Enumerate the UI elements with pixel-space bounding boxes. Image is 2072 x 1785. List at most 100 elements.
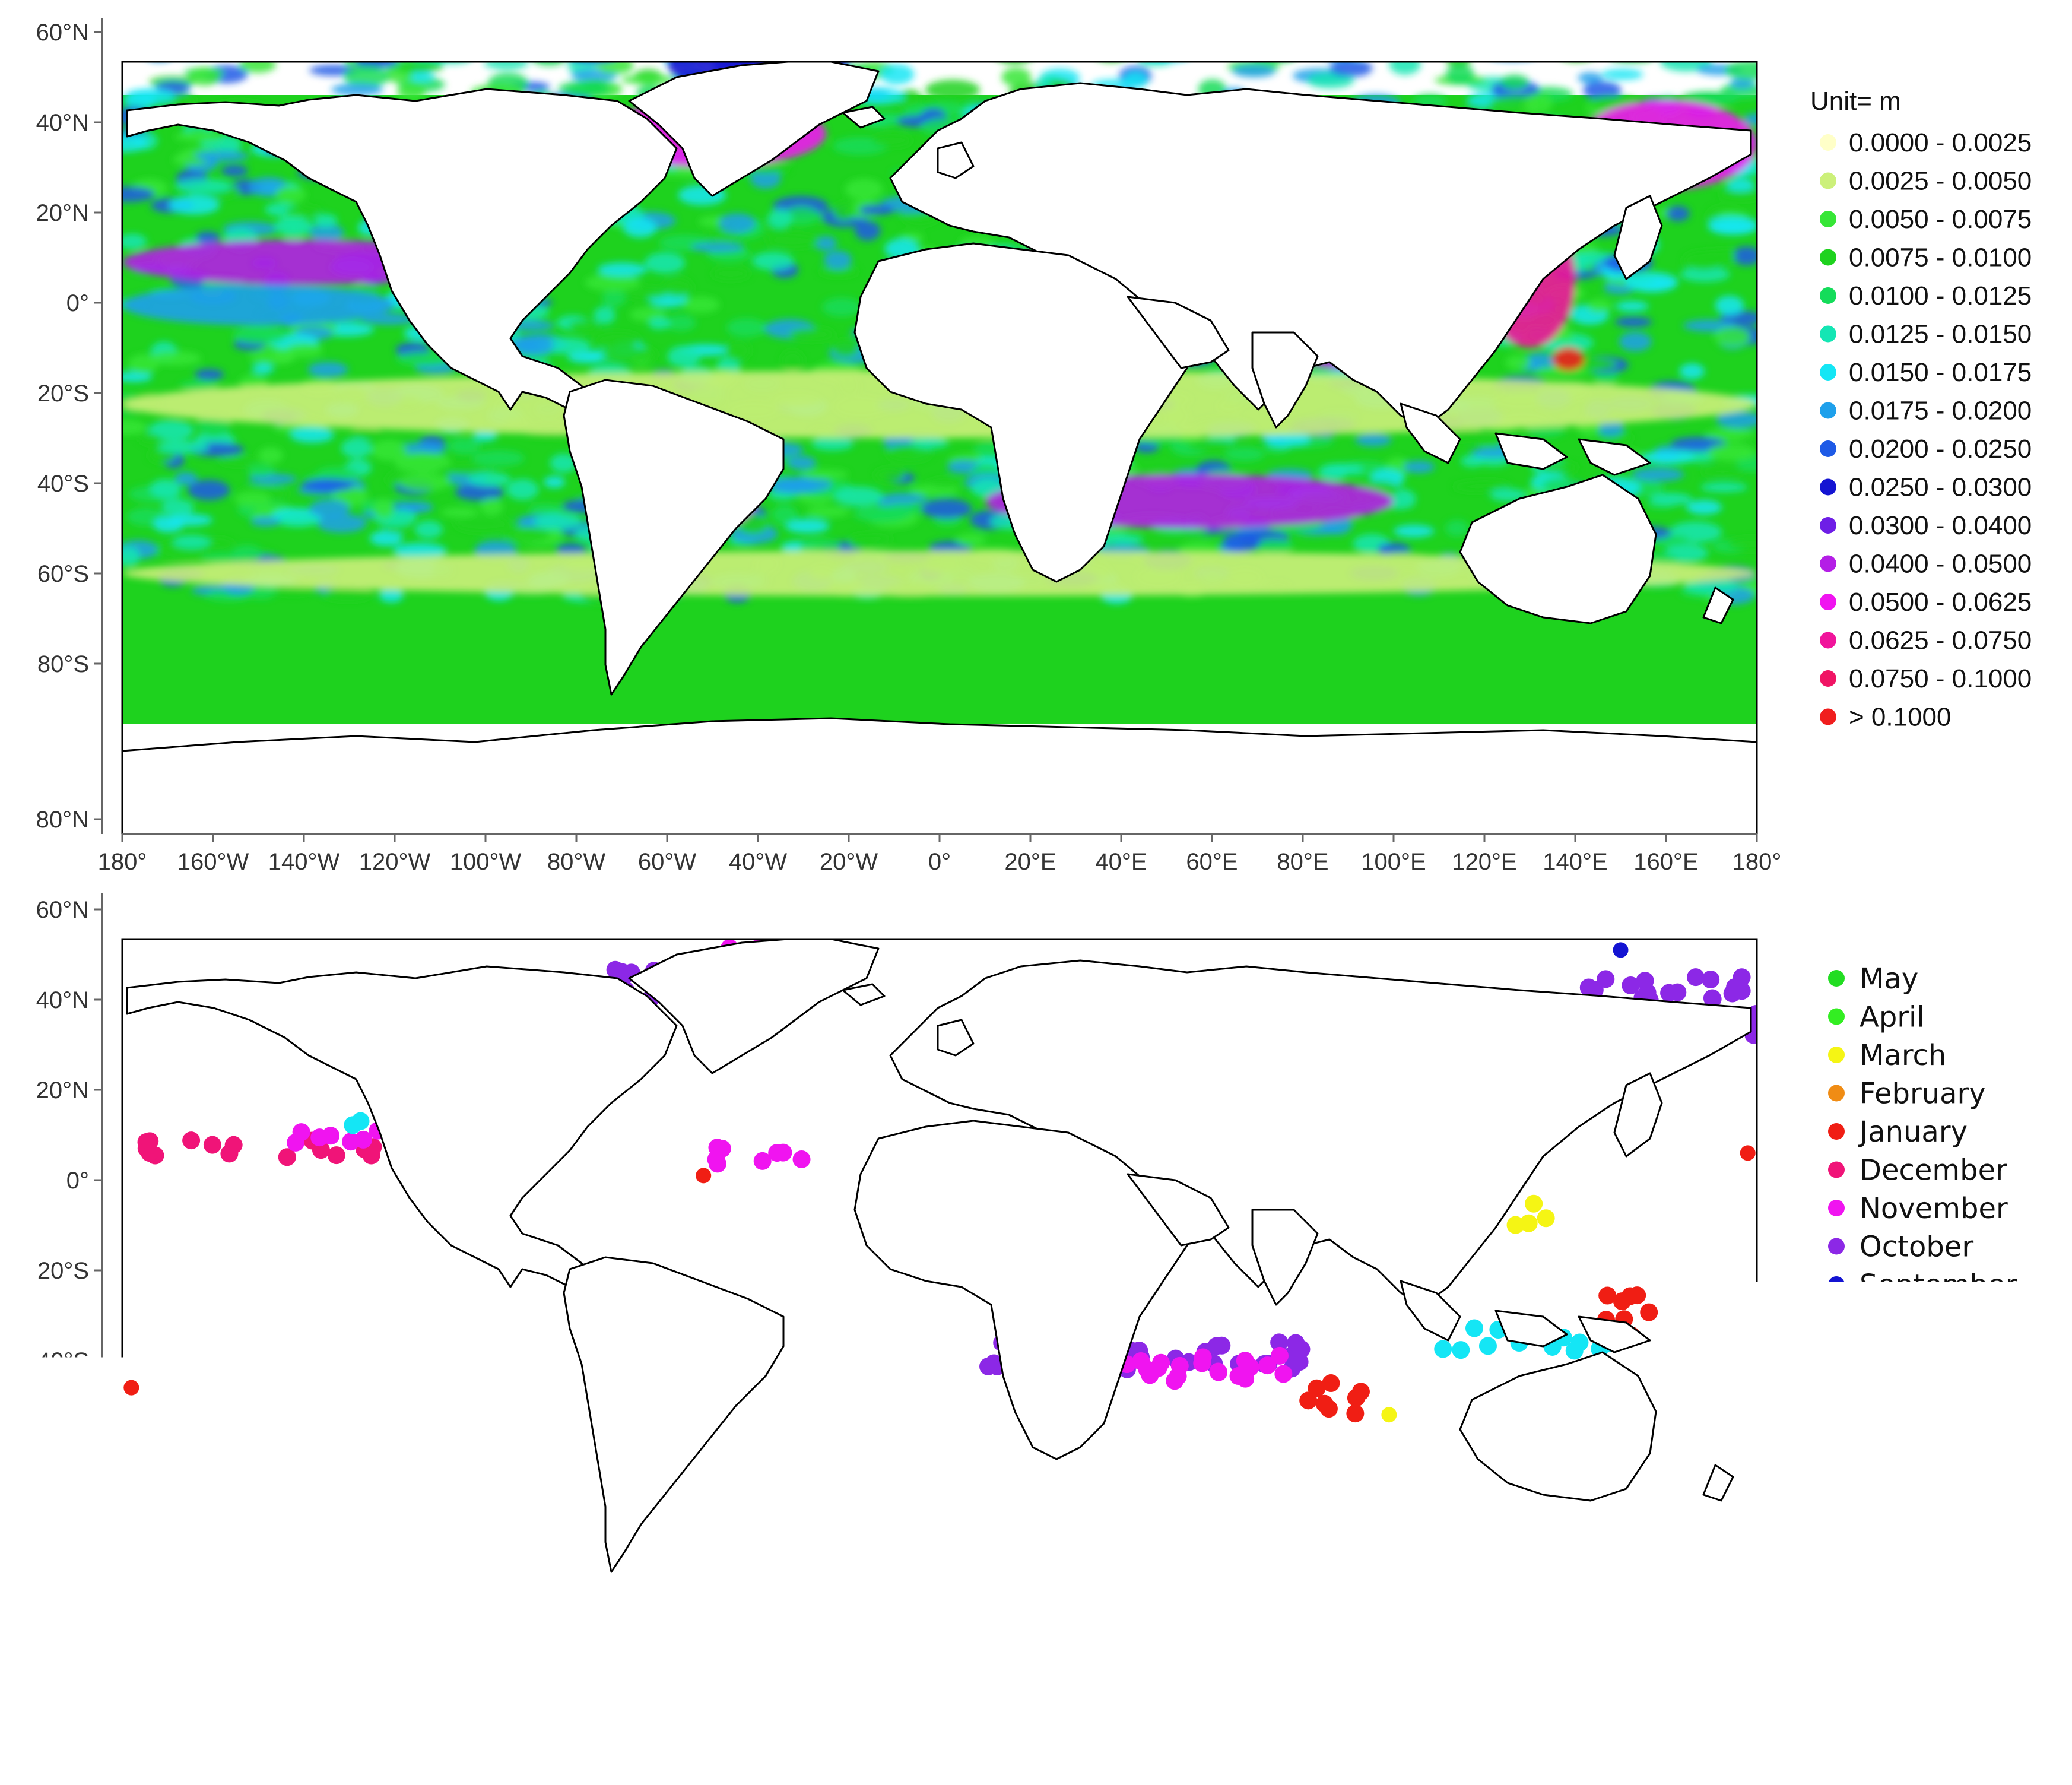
- texture-cell: [1686, 500, 1722, 515]
- cluster-point: [976, 869, 994, 887]
- legend-label: 0.0100 - 0.0125: [1849, 281, 2032, 310]
- cluster-point: [904, 902, 922, 920]
- texture-cell: [1488, 49, 1537, 61]
- texture-cell: [766, 234, 820, 248]
- texture-cell: [564, 11, 614, 29]
- texture-cell: [685, 5, 709, 23]
- texture-cell: [108, 420, 147, 435]
- x-tick-label: 80°W: [547, 1726, 605, 1752]
- legend-label: 0.0200 - 0.0250: [1849, 435, 2032, 464]
- texture-cell: [544, 476, 565, 488]
- texture-cell: [455, 484, 504, 501]
- cluster-point: [952, 896, 970, 914]
- texture-cell: [274, 217, 313, 235]
- texture-cell: [484, 58, 529, 69]
- texture-cell: [1106, 15, 1134, 33]
- texture-cell: [716, 1, 763, 18]
- texture-cell: [177, 37, 204, 47]
- cluster-point: [310, 1128, 328, 1146]
- texture-cell: [874, 468, 905, 483]
- texture-cell: [396, 0, 432, 11]
- legend-swatch: [1828, 1162, 1845, 1178]
- scatter-point: [696, 1168, 711, 1183]
- texture-cell: [1617, 26, 1642, 37]
- texture-cell: [426, 26, 474, 46]
- texture-cell: [569, 319, 599, 331]
- texture-cell: [872, 134, 912, 147]
- x-tick-label: 0°: [928, 849, 951, 875]
- texture-cell: [372, 440, 407, 461]
- x-tick-label: 100°W: [450, 1726, 522, 1752]
- texture-cell: [1636, 33, 1689, 47]
- x-tick-label: 100°W: [450, 849, 522, 875]
- texture-cell: [688, 0, 723, 4]
- texture-region: [804, 0, 1213, 32]
- x-tick-label: 140°E: [1543, 1726, 1607, 1752]
- texture-cell: [1500, 75, 1529, 90]
- texture-cell: [675, 48, 726, 61]
- legend-swatch: [1820, 670, 1836, 687]
- texture-cell: [921, 499, 972, 519]
- x-tick-label: 80°E: [1277, 1726, 1328, 1752]
- legend-label: 0.0400 - 0.0500: [1849, 550, 2032, 579]
- scatter-point: [123, 1380, 139, 1396]
- x-tick-label: 180°: [1733, 849, 1782, 875]
- texture-cell: [573, 0, 601, 3]
- legend-label: April: [1860, 1001, 1925, 1034]
- texture-cell: [608, 17, 658, 37]
- x-tick-label: 60°W: [638, 849, 696, 875]
- texture-cell: [1271, 24, 1296, 39]
- texture-cell: [1649, 5, 1693, 17]
- texture-cell: [278, 10, 315, 27]
- texture-cell: [1002, 68, 1032, 86]
- texture-cell: [1613, 5, 1642, 20]
- texture-cell: [1625, 272, 1678, 293]
- texture-cell: [963, 18, 1018, 35]
- x-tick-label: 40°W: [729, 849, 787, 875]
- cluster-point: [774, 1144, 792, 1162]
- texture-cell: [308, 362, 348, 377]
- legend-swatch: [1820, 440, 1836, 457]
- texture-cell: [845, 179, 883, 200]
- texture-cell: [139, 433, 161, 444]
- texture-cell: [519, 49, 557, 59]
- cluster-point: [915, 879, 933, 897]
- cluster-point: [1141, 1366, 1159, 1384]
- texture-cell: [1077, 23, 1121, 39]
- texture-cell: [1332, 49, 1367, 59]
- texture-cell: [772, 505, 797, 524]
- texture-cell: [236, 0, 291, 11]
- cluster-point: [1346, 1404, 1364, 1422]
- texture-cell: [1138, 53, 1174, 66]
- cluster-point: [962, 848, 979, 865]
- texture-cell: [174, 132, 224, 142]
- legend-label: January: [1858, 1115, 1968, 1149]
- texture-cell: [168, 42, 215, 58]
- cluster-point: [1084, 896, 1102, 914]
- legend-label: March: [1860, 1039, 1946, 1072]
- cluster-point: [1525, 1195, 1543, 1213]
- texture-cell: [252, 363, 274, 373]
- texture-cell: [630, 26, 679, 36]
- y-tick-label: 0°: [66, 1168, 89, 1194]
- x-tick-label: 180°: [1733, 1726, 1782, 1752]
- texture-cell: [719, 213, 756, 233]
- legend-swatch: [1828, 1200, 1845, 1216]
- legend-label: 0.0150 - 0.0175: [1849, 358, 2032, 387]
- cluster-point: [1316, 1395, 1334, 1413]
- x-tick-label: 140°W: [268, 849, 340, 875]
- texture-cell: [301, 478, 354, 492]
- legend-label: November: [1860, 1192, 2008, 1225]
- texture-cell: [677, 23, 699, 41]
- texture-cell: [1714, 327, 1750, 347]
- legend-swatch: [1820, 517, 1836, 534]
- texture-cell: [397, 83, 426, 100]
- cluster-point: [1156, 864, 1174, 882]
- cluster-point: [1622, 1287, 1639, 1305]
- texture-cell: [597, 9, 624, 27]
- texture-cell: [553, 4, 580, 19]
- texture-cell: [850, 25, 893, 38]
- legend-swatch: [1820, 249, 1836, 266]
- texture-cell: [195, 369, 224, 381]
- texture-cell: [175, 179, 232, 194]
